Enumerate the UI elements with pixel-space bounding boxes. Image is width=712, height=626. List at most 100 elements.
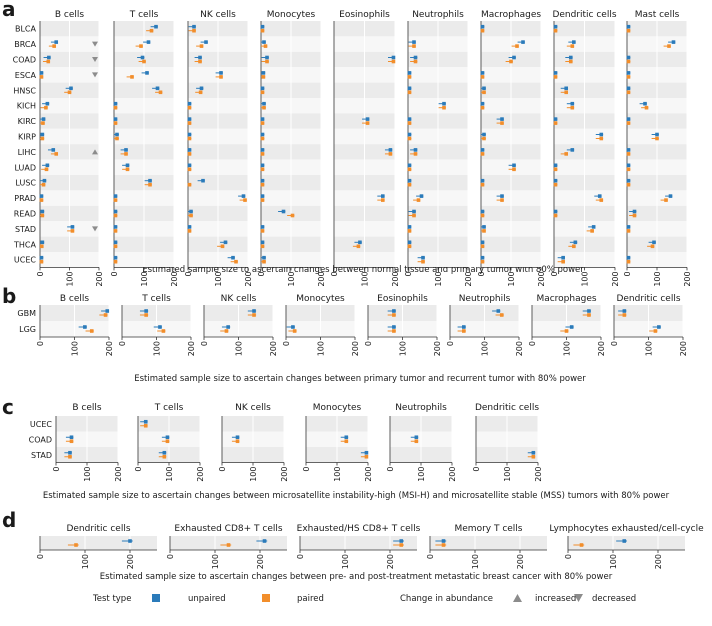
paired-point [564,90,568,95]
paired-point [113,213,118,218]
unpaired-point [671,40,676,44]
unpaired-point [358,240,362,245]
facet-t-cells: T cells 0 100 200 [134,403,205,482]
row-label: STAD [31,451,52,460]
unpaired-point [187,148,192,152]
paired-point [187,121,192,125]
paired-point [144,313,148,317]
unpaired-point [419,194,424,198]
facet-memory-t-cells: Memory T cells 0 100 200 [426,524,547,569]
x-tick-label: 200 [386,554,395,569]
facet-nk-cells: NK cells 0 100 200 [200,294,278,356]
unpaired-point [521,40,525,44]
paired-point [235,439,240,444]
facet-lymphocytes-exhausted-cell-cycle: Lymphocytes exhausted/cell-cycle 0 100 200 [549,524,704,569]
unpaired-point [441,539,446,543]
paired-point [632,213,637,218]
paired-point [416,198,421,202]
facet-title: Dendritic cells [66,524,130,534]
paired-point [407,244,412,249]
paired-point [103,313,108,317]
paired-point [139,44,143,48]
row-label: PRAD [14,194,36,203]
paired-point [74,543,78,547]
unpaired-point [388,148,393,152]
paired-point [381,198,385,202]
paired-point [262,105,266,110]
facet-title: B cells [60,294,90,304]
paired-point [148,182,152,187]
paired-point [553,213,558,218]
unpaired-point [413,148,418,152]
row-label: GBM [17,309,36,318]
paired-point [260,90,265,95]
x-tick-label: 0 [610,341,619,346]
paired-point [421,259,425,264]
x-tick-label: 100 [81,554,90,569]
paired-point [187,152,192,156]
paired-point [113,198,118,202]
x-tick-label: 100 [644,341,653,356]
unpaired-point [480,148,485,152]
row-label: KIRC [18,117,37,126]
unpaired-point [553,117,558,121]
paired-point [187,105,192,110]
paired-point [626,229,631,233]
facet-dendritic-cells: Dendritic cells 0 100 200 [550,10,620,287]
paired-point [260,136,265,141]
paired-point [39,259,44,264]
x-tick-label: 100 [471,554,480,569]
legend-label-increased: increased [535,594,576,604]
unpaired-point [204,40,208,44]
row-band [300,536,417,550]
unpaired-point [622,309,627,313]
x-tick-label: 100 [333,467,342,482]
paired-point [626,259,631,264]
paired-point [412,44,416,48]
unpaired-point [500,194,504,198]
paired-point [189,213,193,218]
paired-point [113,244,118,249]
row-label: COAD [29,435,52,444]
unpaired-point [260,194,265,198]
paired-point [263,44,268,48]
unpaired-point [68,450,72,455]
unpaired-point [261,71,266,75]
paired-point [531,454,536,459]
paired-point [553,167,558,172]
facet-nk-cells: NK cells 0 100 200 [184,10,253,287]
x-tick-label: 200 [351,341,360,356]
paired-point [499,313,504,317]
unpaired-point [480,101,485,106]
x-tick-label: 0 [446,341,455,346]
paired-point [115,136,119,141]
legend-title-change: Change in abundance [400,594,493,604]
unpaired-point [241,194,246,198]
paired-point [570,44,575,48]
x-tick-label: 100 [609,554,618,569]
x-tick-label: 200 [126,554,135,569]
unpaired-point [570,148,575,152]
unpaired-point [154,24,158,29]
paired-point [142,59,146,64]
panel-b: b Estimated sample size to ascertain chan… [2,284,688,384]
unpaired-point [51,148,56,152]
unpaired-point [591,225,596,229]
paired-point [113,105,118,110]
paired-point [413,152,418,156]
paired-point [41,121,45,125]
unpaired-point [531,450,536,455]
x-tick-label: 100 [234,341,243,356]
unpaired-point [262,255,266,260]
paired-point [192,28,196,33]
x-tick-label: 0 [426,554,435,559]
unpaired-point [113,255,118,260]
decreased-marker [92,41,98,47]
paired-point [500,121,504,125]
paired-point [260,198,265,202]
unpaired-point [199,86,204,91]
facet-title: T cells [141,294,171,304]
x-tick-label: 200 [534,467,543,482]
paired-point [67,90,72,95]
facet-title: Dendritic cells [475,403,539,413]
